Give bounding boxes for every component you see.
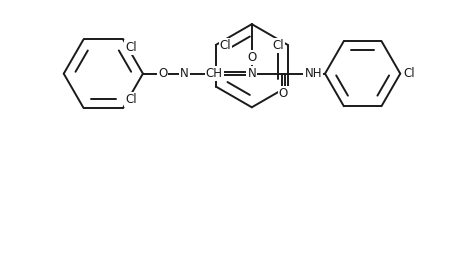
Text: Cl: Cl bbox=[125, 93, 137, 106]
Text: Cl: Cl bbox=[220, 39, 232, 52]
Text: O: O bbox=[158, 67, 167, 80]
Text: N: N bbox=[180, 67, 189, 80]
Text: Cl: Cl bbox=[125, 41, 137, 54]
Text: Cl: Cl bbox=[403, 67, 415, 80]
Text: Cl: Cl bbox=[272, 39, 284, 52]
Text: CH: CH bbox=[206, 67, 223, 80]
Text: O: O bbox=[279, 87, 288, 100]
Text: NH: NH bbox=[305, 67, 322, 80]
Text: O: O bbox=[247, 51, 256, 64]
Text: N: N bbox=[247, 67, 256, 80]
